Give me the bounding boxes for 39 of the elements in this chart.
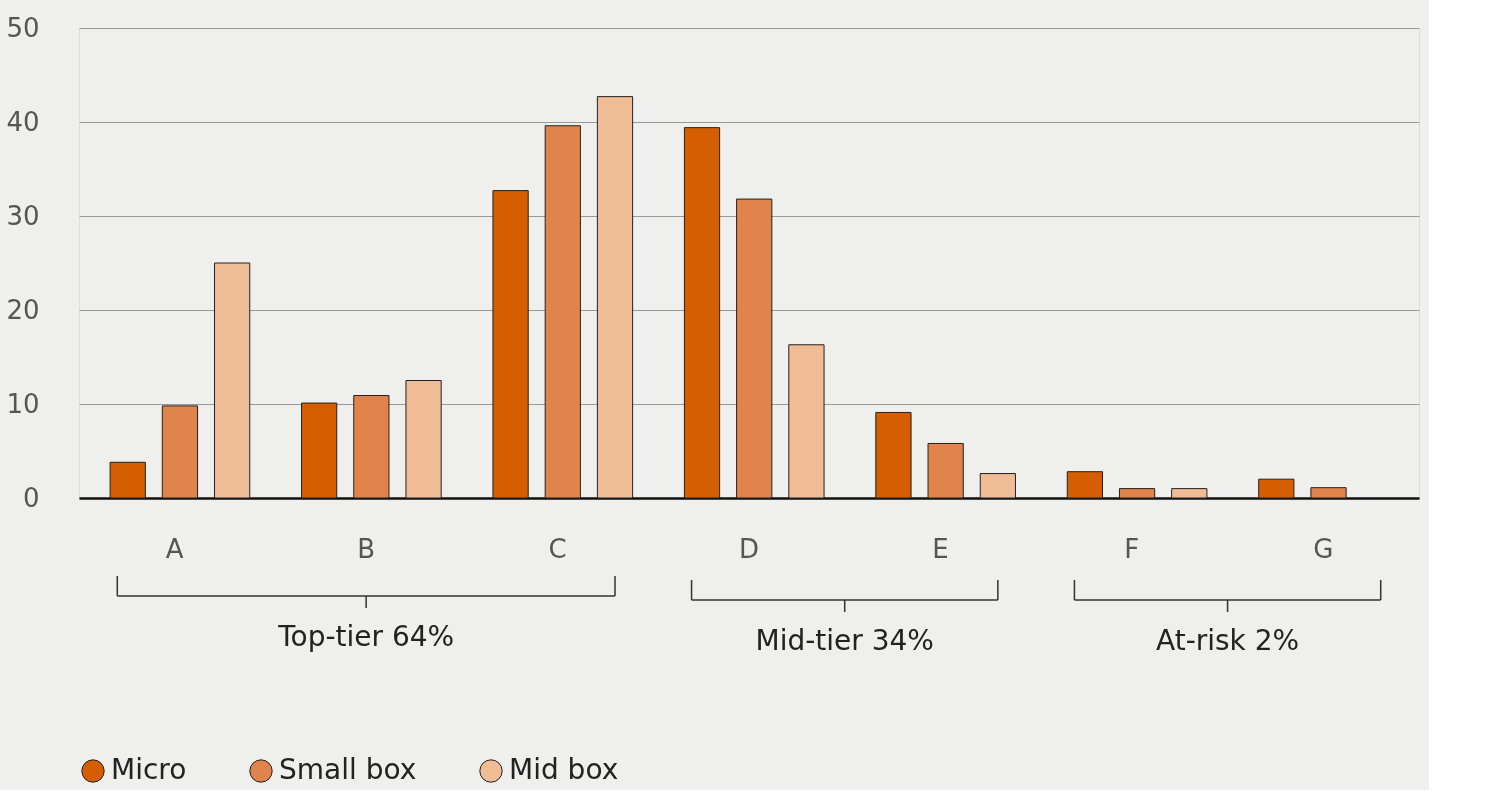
bar <box>353 395 390 499</box>
x-tick-label: B <box>357 533 376 564</box>
bar <box>109 461 146 499</box>
bar <box>596 96 634 499</box>
legend-label: Micro <box>111 753 187 786</box>
text: Mid-tier 34% <box>755 624 934 657</box>
bar <box>1118 488 1156 499</box>
bar <box>405 380 442 499</box>
y-tick-label: 10 <box>6 388 40 419</box>
bar <box>214 262 251 499</box>
bar <box>736 198 773 499</box>
text: At-risk 2% <box>1155 624 1300 657</box>
y-tick-label: 0 <box>22 482 40 513</box>
bar <box>979 473 1016 499</box>
bar <box>875 411 912 499</box>
bar <box>1258 478 1295 499</box>
bar <box>301 402 338 499</box>
bar <box>1066 471 1103 499</box>
bar <box>788 344 825 499</box>
y-tick-label: 30 <box>6 200 40 231</box>
bar <box>492 190 529 499</box>
legend-label: Small box <box>279 753 417 786</box>
bar <box>1171 488 1208 499</box>
y-tick-label: 40 <box>6 106 40 137</box>
bar <box>161 405 199 499</box>
bar <box>683 127 721 499</box>
x-tick-label: E <box>932 533 949 564</box>
bar <box>1310 487 1347 499</box>
bar <box>927 442 964 499</box>
x-tick-label: C <box>548 533 567 564</box>
x-tick-label: D <box>738 533 760 564</box>
bar <box>544 125 581 499</box>
legend-label: Mid box <box>509 753 619 786</box>
text: Top-tier 64% <box>277 620 455 653</box>
x-tick-label: G <box>1313 533 1334 564</box>
x-tick-label: F <box>1124 533 1140 564</box>
y-tick-label: 20 <box>6 294 40 325</box>
x-tick-label: A <box>165 533 184 564</box>
y-tick-label: 50 <box>6 12 40 43</box>
